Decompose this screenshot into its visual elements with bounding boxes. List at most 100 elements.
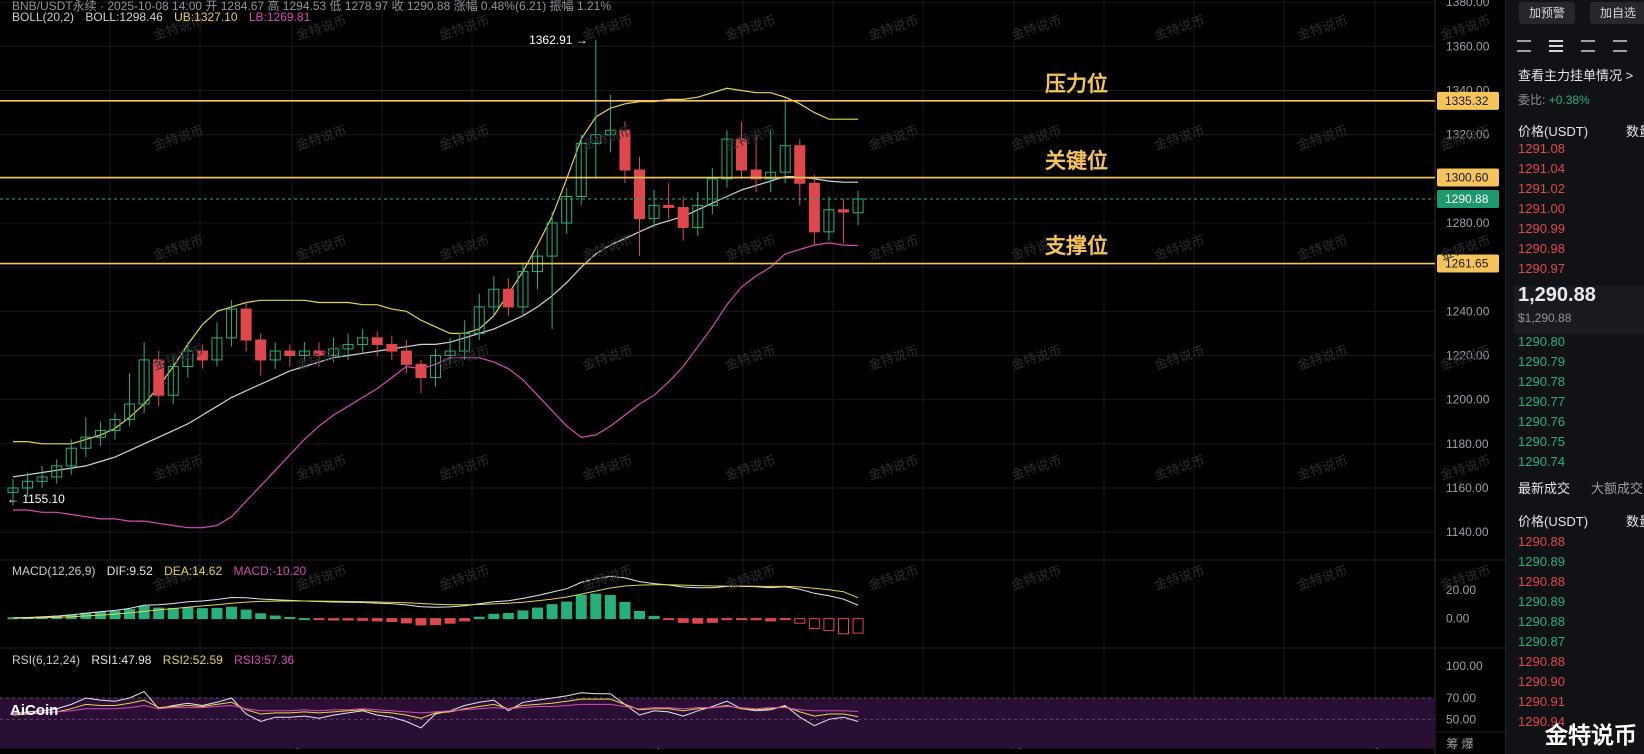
bid-price-row[interactable]: 1290.76 [1518,414,1565,429]
ask-price-row[interactable]: 1291.02 [1518,181,1565,196]
watermark-text: 金特说币 [1009,13,1063,43]
watermark-text: 金特说币 [723,123,777,153]
macd-bar [444,618,456,624]
candle-body [7,487,19,493]
rsi3-line [12,703,859,715]
view-depth-icon[interactable] [1613,40,1627,52]
orderbook-view-toggle[interactable] [1512,40,1644,58]
watermark-text: 金特说币 [580,13,634,43]
add-alert-button[interactable]: 加预警 [1519,2,1576,24]
watermark-text: 金特说币 [294,233,348,263]
watermark-text: 金特说币 [437,123,491,153]
bid-price-row[interactable]: 1290.77 [1518,394,1565,409]
trade-row: 1290.87 [1518,634,1565,649]
macd-bar [648,615,660,620]
candle-body [502,288,514,308]
watermark-text: 金特说币 [294,343,348,373]
candle-body [371,337,383,345]
watermark-text: 金特说币 [866,453,920,483]
candle-body [575,143,587,198]
bid-price-row[interactable]: 1290.78 [1518,374,1565,389]
watermark-text: 金特说币 [866,343,920,373]
watermark-text: 金特说币 [1009,563,1063,593]
candle-body [36,476,48,482]
candle-body [444,350,456,356]
watermark-text: 金特说币 [1152,453,1206,483]
macd-bar [328,618,340,621]
candle-body [430,354,442,379]
watermark-text: 金特说币 [294,453,348,483]
macd-bar [532,607,544,620]
watermark-text: 金特说币 [1152,563,1206,593]
price-tick-label: 1180.00 [1446,437,1489,451]
brand-watermark: 金特说币 [1545,722,1637,748]
view-both-icon[interactable] [1517,40,1531,52]
candle-body [473,306,485,334]
watermark-text: 金特说币 [1152,343,1206,373]
candle-body [808,182,820,233]
macd-bar [502,612,514,620]
ask-price-row[interactable]: 1290.98 [1518,241,1565,256]
price-tick-label: 1380.00 [1446,0,1490,9]
bid-price-row[interactable]: 1290.80 [1518,334,1565,349]
tab-big-trades[interactable]: 大额成交 [1591,481,1644,496]
watermark-text: 金特说币 [437,13,491,43]
candle-body [590,134,602,145]
macd-bar [167,607,179,620]
macd-bar [488,613,500,620]
watermark-text: 金特说币 [580,343,634,373]
price-tick-label: 1140.00 [1446,525,1489,539]
bid-price-row[interactable]: 1290.79 [1518,354,1565,369]
add-watchlist-button[interactable]: 加自选 [1590,2,1644,24]
macd-bar [138,605,150,620]
macd-bar [794,618,806,624]
rsi1-line [12,690,859,729]
watermark-text: 金特说币 [1438,343,1492,373]
candle-body [823,209,835,233]
macd-bar [706,618,718,623]
candle-body [109,419,121,432]
macd-bar [240,609,252,620]
view-bids-icon[interactable] [1581,40,1595,52]
orderbook-header: 价格(USDT) 数量 [1518,121,1644,140]
macd-dif-line [12,575,859,619]
view-asks-icon[interactable] [1549,40,1563,52]
candle-body [794,145,806,184]
rsi2-value: RSI2:52.59 [162,653,223,667]
chart-area[interactable]: 1380.001360.001340.001320.001300.001280.… [0,0,1505,754]
candle-body [488,288,500,308]
macd-bar [255,613,267,620]
bid-price-row[interactable]: 1290.75 [1518,434,1565,449]
watermark-text: 金特说币 [1295,453,1349,483]
candle-body [357,337,369,345]
macd-bar [357,618,369,621]
watermark-text: 金特说币 [723,13,777,43]
candle-body [677,207,689,228]
ask-price-row[interactable]: 1290.97 [1518,261,1565,276]
watermark-text: 金特说币 [580,233,634,263]
candlestick-chart[interactable]: 1380.001360.001340.001320.001300.001280.… [0,0,1505,754]
macd-bar [182,607,194,620]
ask-price-row[interactable]: 1291.04 [1518,161,1565,176]
candle-body [284,350,296,356]
macd-bar [590,593,602,620]
macd-bar [837,618,849,635]
tab-latest-trades[interactable]: 最新成交 [1518,481,1571,496]
bid-price-row[interactable]: 1290.74 [1518,454,1565,469]
last-price-box [1514,286,1644,334]
price-tick-label: 1280.00 [1446,216,1490,230]
macd-bar [124,609,136,620]
trades-header: 价格(USDT) 数量 [1518,511,1644,530]
rsi-tick-label: 100.00 [1446,659,1483,673]
macd-bar [604,595,616,620]
trade-row: 1290.90 [1518,674,1565,689]
rsi-tick-label: 70.00 [1446,691,1476,705]
ask-price-row[interactable]: 1291.08 [1518,141,1565,156]
main-orders-link[interactable]: 查看主力挂单情况 > [1518,68,1634,83]
macd-bar [153,607,165,620]
price-tick-label: 1240.00 [1446,304,1490,318]
ratio-value: +0.38% [1548,93,1590,107]
macd-bar [808,618,820,630]
ask-price-row[interactable]: 1291.00 [1518,201,1565,216]
ask-price-row[interactable]: 1290.99 [1518,221,1565,236]
